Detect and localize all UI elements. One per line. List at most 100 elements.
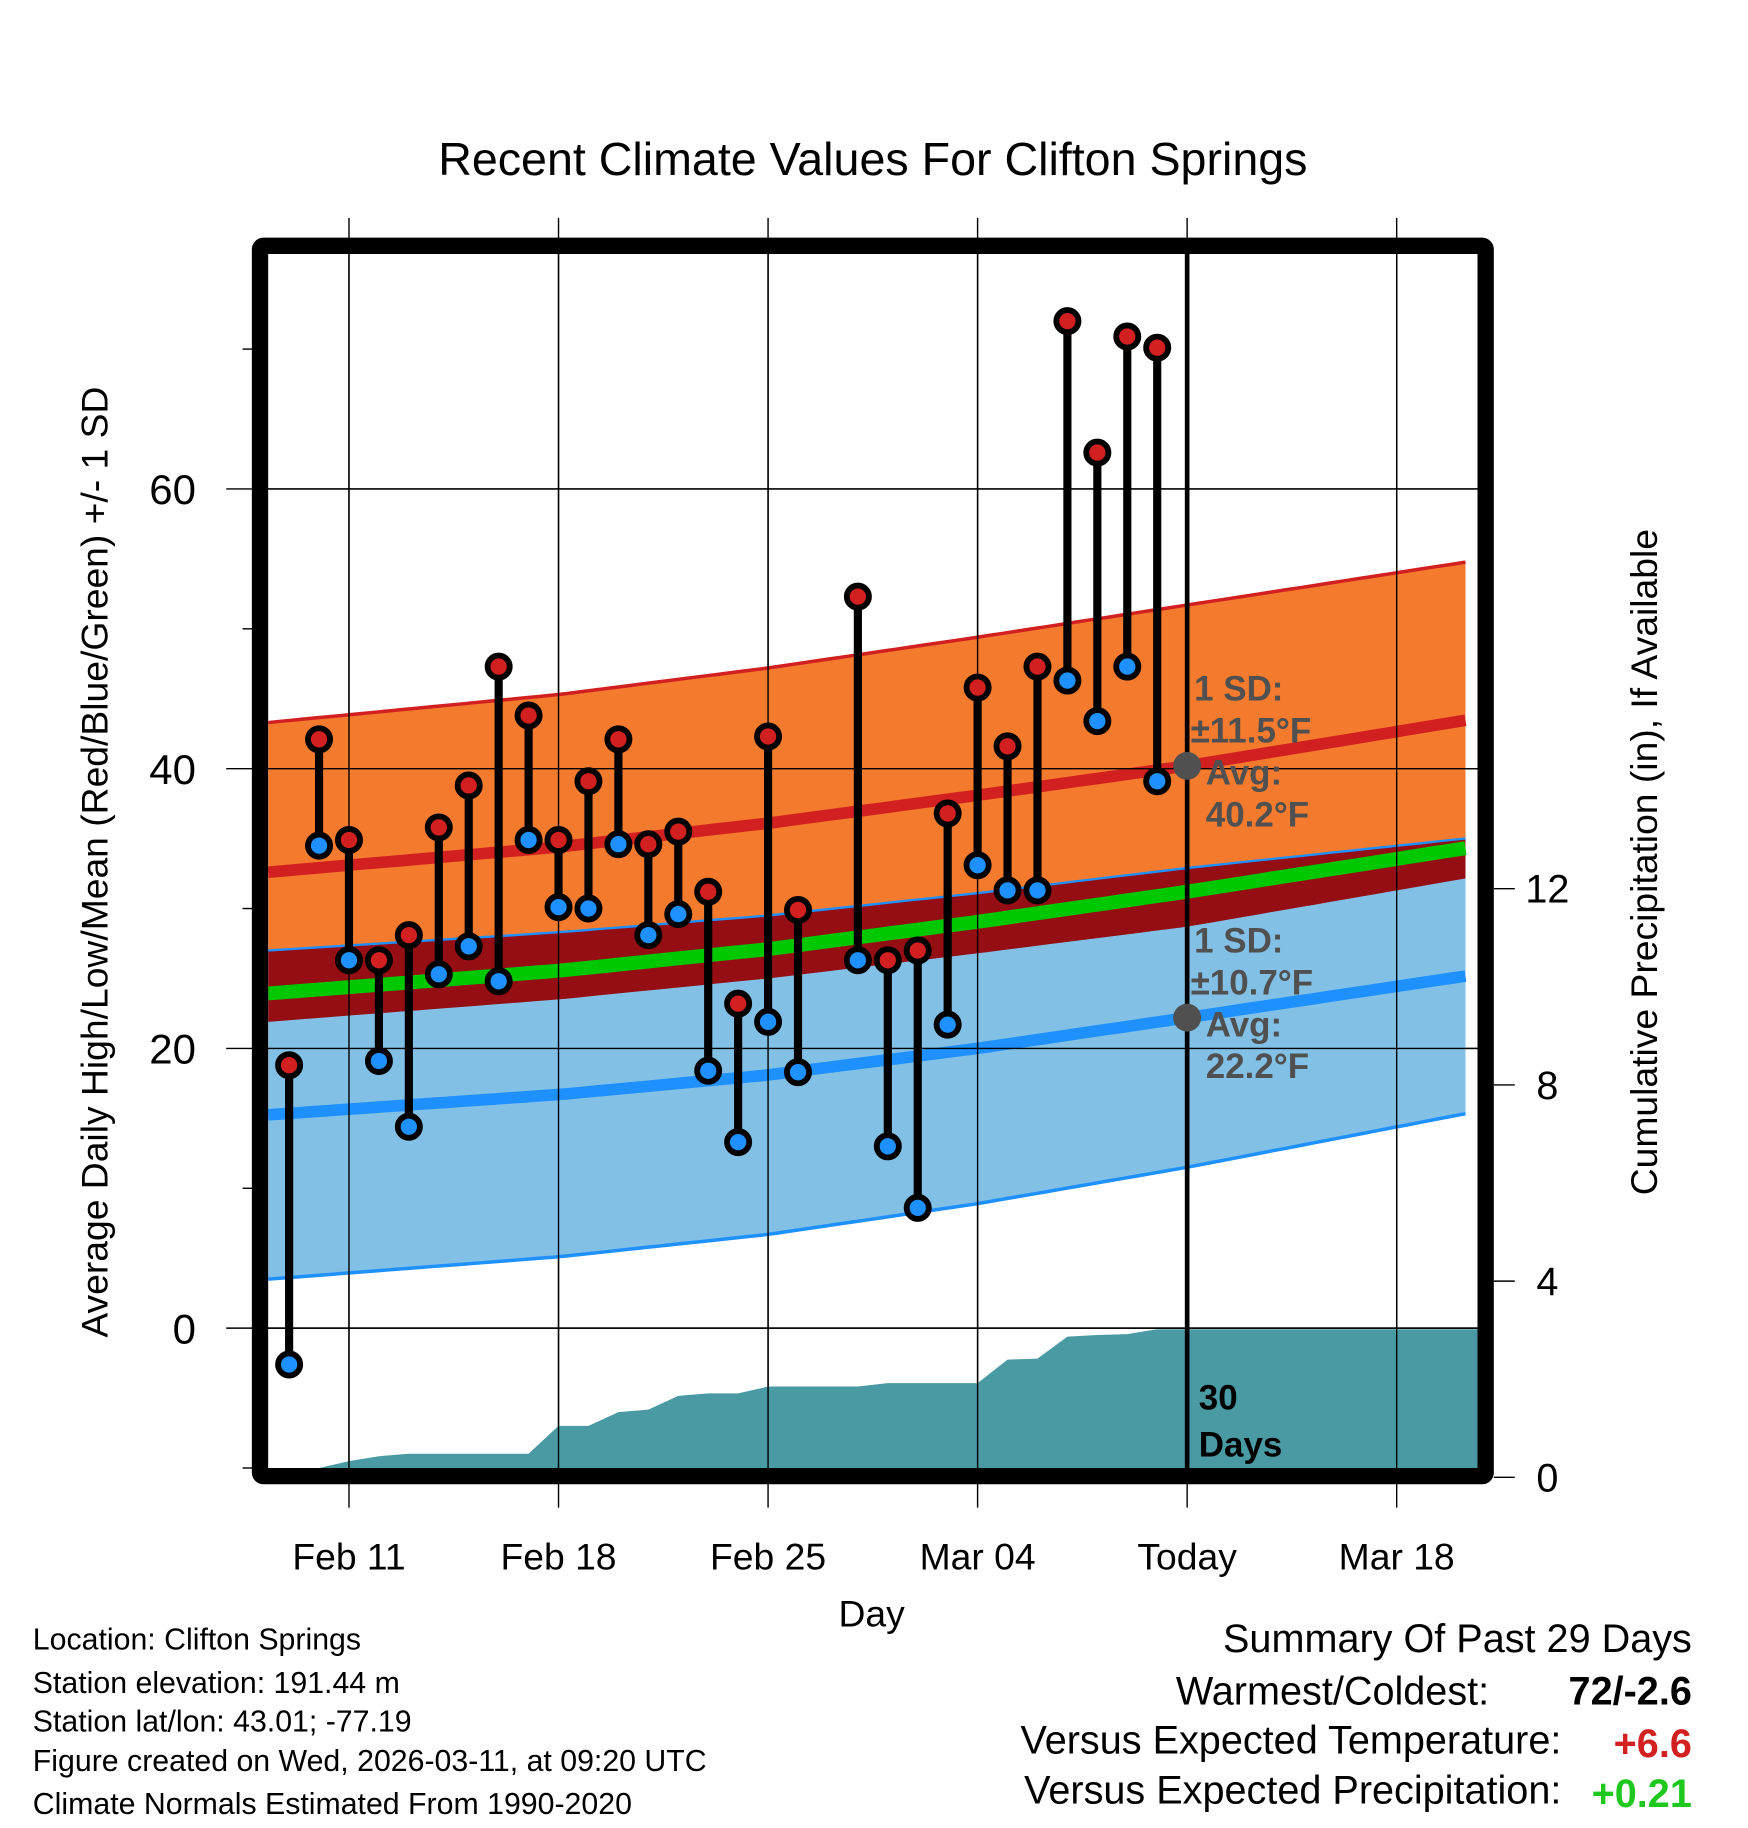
elevation-text: Station elevation: 191.44 m bbox=[33, 1667, 400, 1700]
high-annotation-sd-value: ±11.5°F bbox=[1191, 712, 1312, 751]
daily-low-marker bbox=[993, 876, 1022, 905]
low-mean-line bbox=[268, 970, 1467, 1121]
low-annotation-sd-label: 1 SD: bbox=[1194, 921, 1283, 960]
plot-area: Feb 11 Feb 18 Feb 25 Mar 04 Today Mar 18 0 20 40… bbox=[149, 217, 1569, 1577]
daily-low-marker bbox=[305, 831, 334, 860]
low-annotation-sd-value: ±10.7°F bbox=[1191, 963, 1314, 1002]
temp-anomaly-value: +6.6 bbox=[1614, 1722, 1692, 1766]
daily-low-marker bbox=[1053, 666, 1082, 695]
daily-high-marker bbox=[963, 673, 992, 702]
daily-high-marker bbox=[694, 877, 723, 906]
x-tick-label: Feb 11 bbox=[292, 1535, 405, 1577]
x-tick-label: Mar 04 bbox=[920, 1535, 1036, 1577]
daily-low-marker bbox=[1083, 707, 1112, 736]
daily-low-marker bbox=[664, 900, 693, 929]
precip-area bbox=[319, 1329, 1478, 1468]
daily-low-marker bbox=[484, 967, 513, 996]
daily-high-marker bbox=[454, 771, 483, 800]
daily-high-marker bbox=[394, 921, 423, 950]
daily-low-marker bbox=[903, 1193, 932, 1222]
daily-high-marker bbox=[335, 826, 363, 854]
daily-high-marker bbox=[574, 767, 603, 796]
y-tick-label: 60 bbox=[149, 466, 196, 513]
daily-low-marker bbox=[963, 851, 992, 880]
daily-low-marker bbox=[335, 946, 363, 975]
daily-high-marker bbox=[754, 722, 783, 751]
daily-low-marker bbox=[394, 1112, 423, 1141]
daily-low-marker bbox=[1023, 876, 1052, 905]
daily-high-marker bbox=[514, 701, 543, 730]
x-tick-label: Feb 18 bbox=[501, 1535, 617, 1577]
y2-tick-label: 4 bbox=[1536, 1260, 1558, 1304]
high-avg-marker bbox=[1173, 751, 1202, 780]
chart-title: Recent Climate Values For Clifton Spring… bbox=[438, 133, 1307, 185]
daily-low-marker bbox=[1143, 767, 1172, 796]
low-lower-line bbox=[268, 1111, 1466, 1281]
y2-tick-label: 12 bbox=[1525, 868, 1569, 912]
precip-anomaly-label: Versus Expected Precipitation: bbox=[1024, 1769, 1561, 1813]
daily-high-marker bbox=[843, 582, 872, 611]
daily-low-marker bbox=[724, 1128, 753, 1157]
daily-high-marker bbox=[275, 1051, 304, 1080]
daily-low-marker bbox=[694, 1056, 723, 1085]
daily-high-marker bbox=[903, 936, 932, 965]
daily-low-marker bbox=[1113, 652, 1142, 681]
daily-low-marker bbox=[364, 1047, 393, 1075]
low-annotation-avg-label: Avg: bbox=[1206, 1005, 1282, 1044]
y-tick-label: 40 bbox=[149, 746, 196, 793]
y-axis-label: Average Daily High/Low/Mean (Red/Blue/Gr… bbox=[73, 387, 115, 1338]
daily-low-marker bbox=[754, 1007, 783, 1036]
low-annotation-avg-value: 22.2°F bbox=[1206, 1047, 1309, 1086]
created-text: Figure created on Wed, 2026-03-11, at 09… bbox=[33, 1745, 707, 1778]
normals-text: Climate Normals Estimated From 1990-2020 bbox=[33, 1788, 632, 1821]
daily-high-marker bbox=[1053, 307, 1082, 336]
days-count: 30 bbox=[1199, 1379, 1238, 1418]
daily-low-marker bbox=[604, 830, 633, 859]
daily-high-marker bbox=[1143, 333, 1172, 362]
daily-low-marker bbox=[275, 1350, 304, 1379]
daily-high-marker bbox=[305, 725, 334, 754]
daily-low-marker bbox=[873, 1132, 902, 1161]
x-tick-label: Mar 18 bbox=[1339, 1535, 1455, 1577]
daily-low-marker bbox=[424, 960, 453, 989]
precip-anomaly-value: +0.21 bbox=[1592, 1772, 1692, 1816]
daily-low-marker bbox=[544, 893, 573, 922]
y-tick-label: 0 bbox=[173, 1305, 196, 1352]
daily-low-marker bbox=[574, 894, 603, 923]
summary-title: Summary Of Past 29 Days bbox=[1223, 1617, 1692, 1661]
summary-panel: Summary Of Past 29 Days Warmest/Coldest:… bbox=[1020, 1617, 1691, 1816]
mean-line bbox=[268, 841, 1467, 1001]
x-tick-label: Feb 25 bbox=[710, 1535, 826, 1577]
daily-high-marker bbox=[664, 817, 693, 846]
daily-high-marker bbox=[933, 799, 962, 828]
daily-low-marker bbox=[454, 932, 483, 961]
y-tick-label: 20 bbox=[149, 1026, 196, 1073]
high-annotation-avg-label: Avg: bbox=[1206, 754, 1282, 793]
latlon-text: Station lat/lon: 43.01; -77.19 bbox=[33, 1705, 412, 1738]
x-tick-label: Today bbox=[1137, 1535, 1237, 1577]
high-annotation-sd-label: 1 SD: bbox=[1194, 670, 1283, 709]
daily-high-marker bbox=[544, 826, 573, 854]
daily-high-marker bbox=[634, 830, 663, 859]
daily-high-marker bbox=[724, 989, 753, 1018]
warmest-value: 72/-2.6 bbox=[1569, 1670, 1692, 1714]
plot-frame bbox=[251, 237, 1494, 1485]
daily-low-marker bbox=[843, 946, 872, 975]
daily-low-marker bbox=[514, 826, 543, 854]
high-annotation-avg-value: 40.2°F bbox=[1206, 795, 1309, 834]
location-text: Location: Clifton Springs bbox=[33, 1624, 361, 1657]
days-label: Days bbox=[1199, 1425, 1283, 1464]
y2-axis-label: Cumulative Precipitation (in), If Availa… bbox=[1623, 529, 1665, 1195]
daily-low-marker bbox=[784, 1058, 812, 1087]
y2-tick-label: 8 bbox=[1536, 1064, 1558, 1108]
daily-high-marker bbox=[1083, 438, 1112, 467]
x-axis-label: Day bbox=[839, 1592, 906, 1634]
daily-low-marker bbox=[634, 921, 663, 950]
station-info: Location: Clifton Springs Station elevat… bbox=[33, 1624, 707, 1821]
daily-high-marker bbox=[1023, 652, 1052, 681]
daily-high-marker bbox=[424, 813, 453, 842]
daily-high-marker bbox=[993, 732, 1022, 761]
daily-high-marker bbox=[1113, 322, 1142, 351]
